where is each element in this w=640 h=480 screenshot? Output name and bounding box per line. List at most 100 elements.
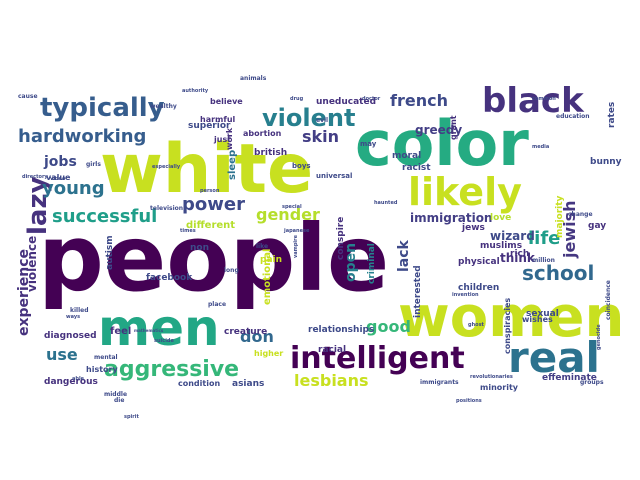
word-change: change xyxy=(568,211,593,218)
word-don: don xyxy=(240,327,274,346)
word-education: education xyxy=(556,113,590,120)
word-just: just xyxy=(213,135,231,144)
word-think: think xyxy=(500,251,536,265)
word-muslims: muslims xyxy=(480,241,522,251)
word-middle: middle xyxy=(104,391,127,398)
word-wizard: wizard xyxy=(490,229,535,243)
word-immigrants: immigrants xyxy=(420,379,459,386)
word-grant: grant xyxy=(449,115,458,140)
word-experience: experience xyxy=(16,249,32,336)
word-love: love xyxy=(490,213,511,223)
word-people: people xyxy=(38,205,389,312)
word-history: history xyxy=(86,365,118,374)
word-universal: universal xyxy=(316,172,352,180)
word-able: able xyxy=(72,376,85,382)
word-minority: minority xyxy=(480,383,519,392)
word-positions: positions xyxy=(456,398,482,404)
word-invention: invention xyxy=(452,292,479,298)
word-diagnosed: diagnosed xyxy=(44,331,97,341)
word-mental: mental xyxy=(94,354,118,361)
word-british: british xyxy=(254,148,287,158)
word-suicide: suicide xyxy=(154,338,175,344)
word-wishes: wishes xyxy=(522,315,553,324)
word-harmful: harmful xyxy=(200,115,236,124)
word-vampire: vampire xyxy=(293,234,299,258)
word-children: children xyxy=(458,283,499,293)
word-long: long xyxy=(224,267,239,274)
word-power: power xyxy=(182,194,245,215)
word-condition: condition xyxy=(178,379,220,388)
word-die: die xyxy=(114,397,124,404)
word-groups: groups xyxy=(580,379,604,386)
word-emotional: emotional xyxy=(262,249,273,305)
word-violence: violence xyxy=(25,236,39,292)
word-conspiracies: conspiracies xyxy=(503,298,512,354)
word-feel: feel xyxy=(110,326,131,337)
word-person: person xyxy=(200,188,220,194)
word-special: special xyxy=(282,204,302,210)
word-criminal: criminal xyxy=(367,243,377,284)
word-genocide: genocide xyxy=(596,324,602,350)
word-successful: successful xyxy=(52,206,157,227)
word-lazy: lazy xyxy=(23,176,53,235)
word-skin: skin xyxy=(302,127,339,146)
word-girls: girls xyxy=(86,161,101,168)
word-aggressive: aggressive xyxy=(104,357,239,382)
word-lack: lack xyxy=(396,239,412,272)
word-school: school xyxy=(522,261,594,285)
word-animals: animals xyxy=(240,75,267,82)
word-drug: drug xyxy=(290,96,304,102)
word-spirit: spirit xyxy=(124,414,139,420)
word-sexual: sexual xyxy=(526,309,559,319)
word-place: place xyxy=(208,301,226,308)
word-open: open xyxy=(343,243,359,282)
word-japanese: japanese xyxy=(283,228,310,234)
word-majority: majority xyxy=(555,195,565,238)
word-evil: evil xyxy=(316,117,328,124)
word-sleep: sleep xyxy=(227,150,238,180)
word-color: color xyxy=(355,107,529,180)
word-women: women xyxy=(398,285,624,350)
word-moral: moral xyxy=(392,151,421,161)
word-dangerous: dangerous xyxy=(44,377,98,387)
word-jobs: jobs xyxy=(43,154,77,170)
word-killed: killed xyxy=(70,307,89,314)
word-mathematics: mathematics xyxy=(134,328,164,333)
word-use: use xyxy=(46,345,78,364)
word-haunted: haunted xyxy=(374,200,398,206)
word-french: french xyxy=(390,91,448,110)
word-hardworking: hardworking xyxy=(18,126,146,147)
word-abortion: abortion xyxy=(243,129,282,138)
word-revolutionaries: revolutionaries xyxy=(470,374,513,380)
word-racist: racist xyxy=(402,163,431,173)
word-young: young xyxy=(42,178,105,199)
word-authority: authority xyxy=(182,88,209,94)
word-boys: boys xyxy=(292,162,311,170)
word-television: television xyxy=(150,205,183,212)
word-uneducated: uneducated xyxy=(316,97,376,107)
word-bunny: bunny xyxy=(590,157,622,167)
word-media: media xyxy=(532,144,549,150)
word-directory: directory xyxy=(22,174,48,180)
word-immigration: immigration xyxy=(410,211,492,225)
word-asians: asians xyxy=(232,379,264,389)
word-rich: rich xyxy=(510,249,529,259)
word-common: common xyxy=(532,96,556,102)
word-ghost: ghost xyxy=(468,322,485,328)
word-effeminate: effeminate xyxy=(542,373,597,383)
word-creature: creature xyxy=(224,327,267,337)
word-cause: cause xyxy=(18,93,38,100)
word-lesbians: lesbians xyxy=(294,371,369,390)
word-especially: especially xyxy=(152,164,181,170)
word-like: like xyxy=(256,243,268,250)
word-intelligent: intelligent xyxy=(290,341,465,376)
word-facebook: facebook xyxy=(146,273,193,283)
word-violent: violent xyxy=(262,104,355,132)
word-different: different xyxy=(186,220,235,231)
word-doctor: doctor xyxy=(362,96,381,102)
word-gender: gender xyxy=(256,205,320,224)
word-work: work xyxy=(225,127,234,150)
word-white: white xyxy=(100,130,313,209)
word-typically: typically xyxy=(40,93,165,123)
